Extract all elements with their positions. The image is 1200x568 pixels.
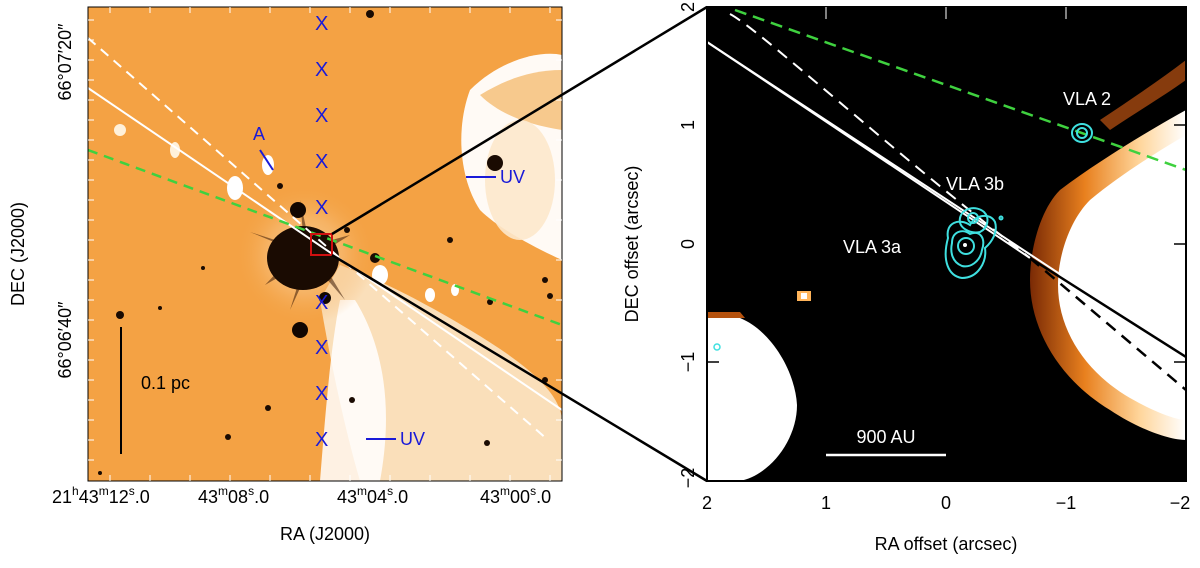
right-x-tick-3: 0 xyxy=(941,493,951,513)
x-markers: X X X X X X X X X xyxy=(315,13,328,451)
vla2-contours xyxy=(1071,123,1093,143)
x-marker: X xyxy=(315,383,328,405)
right-y-tick-5: −2 xyxy=(678,468,698,489)
label-uv-bottom: UV xyxy=(400,429,425,449)
left-x-tick-4: 43m00s.0 xyxy=(480,484,551,507)
left-frame-ticks xyxy=(88,7,562,481)
right-x-tick-5: −2 xyxy=(1170,493,1191,513)
right-y-axis-label: DEC offset (arcsec) xyxy=(622,166,642,323)
right-y-tick-4: −1 xyxy=(678,352,698,373)
right-y-tick-2: 1 xyxy=(678,120,698,130)
x-marker: X xyxy=(315,429,328,451)
vla3-contours xyxy=(944,207,1004,280)
source-label-vla3a: VLA 3a xyxy=(843,237,902,257)
right-y-tick-3: 0 xyxy=(678,239,698,249)
x-marker: X xyxy=(315,292,328,314)
right-x-tick-1: 2 xyxy=(702,493,712,513)
left-frame xyxy=(87,6,563,482)
jet-axis-line-black xyxy=(1029,256,1186,359)
right-x-tick-4: −1 xyxy=(1056,493,1077,513)
left-x-tick-1: 21h43m12s.0 xyxy=(52,484,150,507)
right-y-tick-1: 2 xyxy=(678,2,698,12)
right-image-panel xyxy=(707,7,1186,481)
x-marker: X xyxy=(315,337,328,359)
label-a-pointer xyxy=(259,149,274,171)
left-y-tick-2: 66°06′40″ xyxy=(55,301,75,379)
scale-bar-right-label: 900 AU xyxy=(856,427,915,447)
right-frame-ticks-minor xyxy=(825,7,1067,19)
left-image-panel xyxy=(88,7,562,481)
left-y-tick-1: 66°07′20″ xyxy=(55,23,75,101)
x-marker: X xyxy=(315,197,328,219)
jet-axis-dashed-white xyxy=(729,13,1031,259)
right-x-tick-2: 1 xyxy=(821,493,831,513)
x-marker: X xyxy=(315,105,328,127)
x-marker: X xyxy=(315,59,328,81)
zoom-connector-bottom xyxy=(331,253,708,483)
right-x-axis-label: RA offset (arcsec) xyxy=(875,534,1018,554)
x-marker: X xyxy=(315,13,328,35)
left-x-axis-label: RA (J2000) xyxy=(280,524,370,544)
scale-bar-left-label: 0.1 pc xyxy=(141,373,190,393)
source-label-vla3b: VLA 3b xyxy=(946,174,1004,194)
green-dashed-line-right xyxy=(734,8,1186,172)
x-marker: X xyxy=(315,151,328,173)
zoom-connector-top xyxy=(331,5,708,236)
left-x-tick-2: 43m08s.0 xyxy=(198,484,269,507)
left-y-axis-label: DEC (J2000) xyxy=(8,202,28,306)
right-frame-ticks xyxy=(707,6,1186,482)
source-label-vla2: VLA 2 xyxy=(1063,89,1111,109)
label-uv-top: UV xyxy=(500,167,525,187)
label-a: A xyxy=(253,124,265,144)
left-x-tick-3: 43m04s.0 xyxy=(337,484,408,507)
